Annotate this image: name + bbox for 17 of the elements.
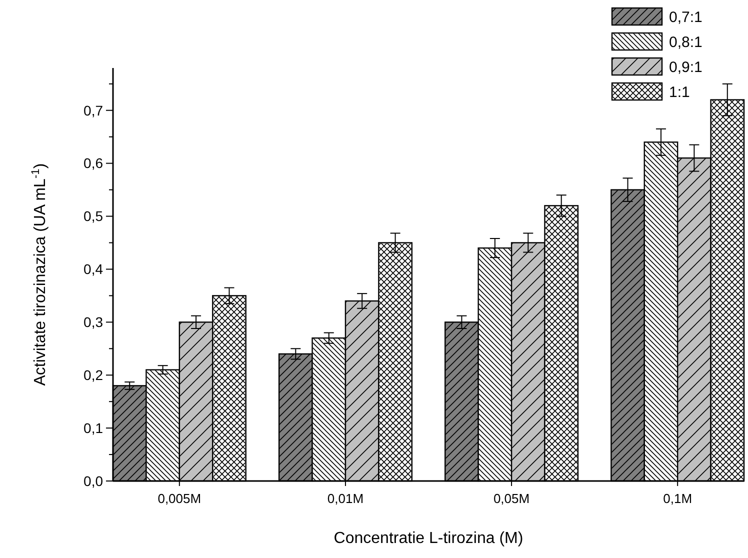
x-tick-label: 0,05M (493, 491, 530, 506)
y-tick-label: 0,3 (84, 314, 104, 330)
legend-label: 0,8:1 (669, 34, 702, 51)
y-tick-label: 0,1 (84, 420, 104, 436)
legend-label: 0,9:1 (669, 59, 702, 76)
x-tick-label: 0,005M (158, 491, 202, 506)
y-tick-label: 0,4 (84, 261, 104, 278)
x-tick-label: 0,1M (663, 491, 692, 506)
y-tick-label: 0,0 (84, 472, 104, 489)
y-tick-label: 0,2 (84, 367, 104, 384)
legend-label: 0,7:1 (669, 9, 702, 26)
x-axis-title: Concentratie L-tirozina (M) (334, 530, 524, 547)
legend-label: 1:1 (669, 84, 690, 101)
y-tick-label: 0,7 (84, 102, 104, 118)
y-tick-label: 0,6 (84, 155, 104, 172)
x-tick-label: 0,01M (327, 491, 364, 506)
y-tick-label: 0,5 (84, 208, 104, 224)
